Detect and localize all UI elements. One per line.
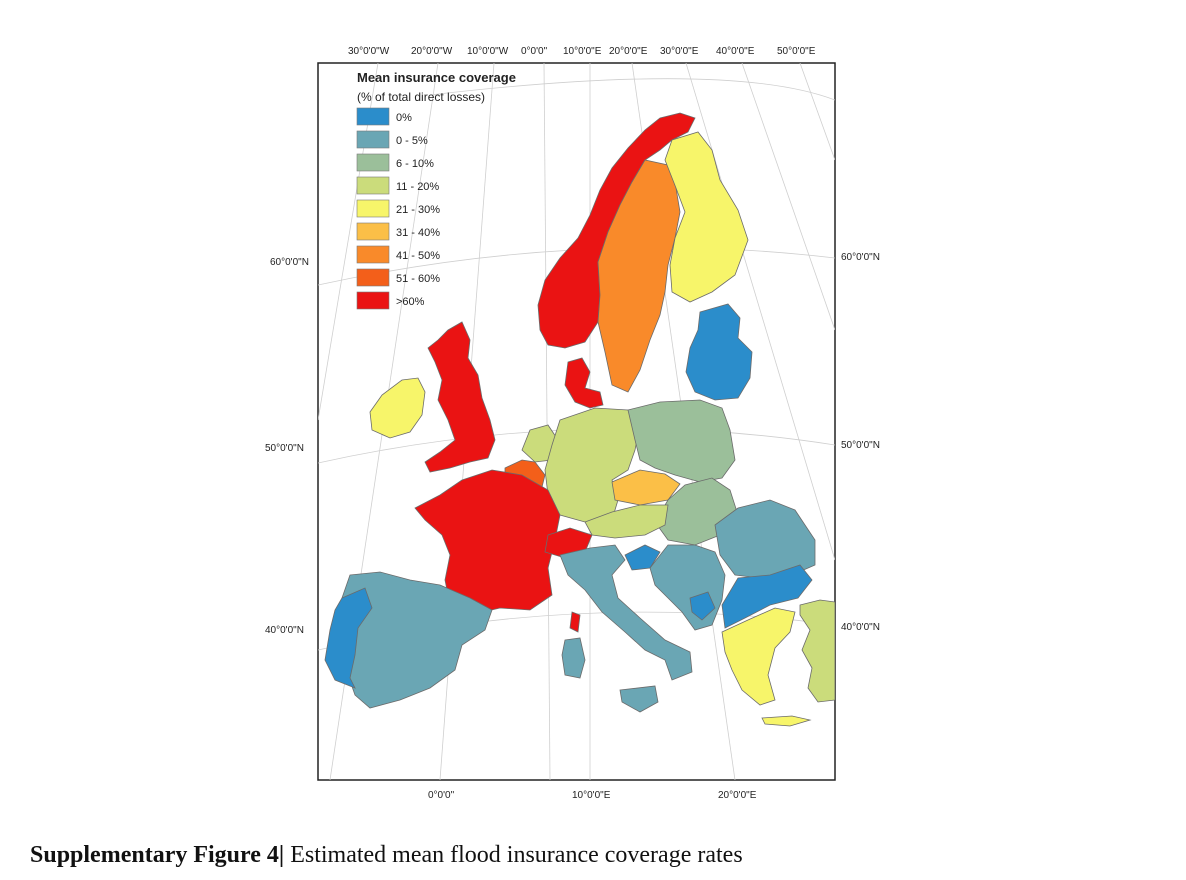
- parallel-70n: [429, 78, 835, 101]
- legend-swatch: [356, 199, 390, 218]
- region-czechia: [611, 469, 681, 506]
- legend-label: 41 - 50%: [396, 250, 440, 262]
- right-tick-40n: 40°0'0"N: [841, 622, 880, 633]
- bottom-tick-10e: 10°0'0"E: [572, 790, 611, 801]
- legend-item: 0%: [356, 107, 412, 126]
- region-austria: [584, 504, 669, 539]
- region-baltics: [685, 303, 753, 401]
- region-uk: [424, 321, 496, 473]
- legend-label: 11 - 20%: [396, 181, 439, 193]
- region-bosnia: [689, 591, 716, 621]
- countries: [324, 112, 835, 727]
- figure-caption: Supplementary Figure 4| Estimated mean f…: [30, 842, 743, 869]
- top-tick-30e: 30°0'0"E: [660, 46, 699, 57]
- top-tick-50e: 50°0'0"E: [777, 46, 816, 57]
- legend-label: >60%: [396, 296, 425, 308]
- legend-label: 0%: [396, 112, 412, 124]
- legend-swatch: [356, 130, 390, 149]
- legend-label: 31 - 40%: [396, 227, 440, 239]
- region-poland: [627, 399, 736, 483]
- region-italy: [559, 544, 693, 681]
- region-greece: [721, 607, 796, 706]
- left-tick-60n: 60°0'0"N: [270, 257, 309, 268]
- bottom-tick-20e: 20°0'0"E: [718, 790, 757, 801]
- legend-label: 51 - 60%: [396, 273, 440, 285]
- legend-item: 51 - 60%: [356, 268, 440, 287]
- legend-swatch: [356, 176, 390, 195]
- top-tick-20e: 20°0'0"E: [609, 46, 648, 57]
- region-turkey: [799, 599, 835, 703]
- region-portugal: [324, 587, 373, 689]
- legend-swatch: [356, 245, 390, 264]
- legend-subtitle: (% of total direct losses): [357, 90, 485, 104]
- legend-swatch: [356, 153, 390, 172]
- legend-item: >60%: [356, 291, 425, 310]
- meridian-0: [543, 63, 551, 780]
- left-tick-50n: 50°0'0"N: [265, 443, 304, 454]
- legend-item: 6 - 10%: [356, 153, 434, 172]
- left-tick-40n: 40°0'0"N: [265, 625, 304, 636]
- legend-swatch: [356, 222, 390, 241]
- region-sweden: [597, 159, 681, 393]
- region-slovenia: [624, 544, 661, 571]
- region-bulgaria: [721, 564, 813, 629]
- top-tick-0: 0°0'0": [521, 46, 548, 57]
- region-denmark: [564, 357, 604, 409]
- right-tick-50n: 50°0'0"N: [841, 440, 880, 451]
- region-sicily: [619, 685, 659, 713]
- left-latitude-ticks: 60°0'0"N 50°0'0"N 40°0'0"N: [265, 257, 309, 636]
- legend-swatch: [356, 268, 390, 287]
- caption-label: Supplementary Figure 4|: [30, 842, 285, 868]
- legend-swatch: [356, 291, 390, 310]
- region-crete: [761, 715, 812, 727]
- region-sardinia: [561, 637, 586, 679]
- top-tick-10e: 10°0'0"E: [563, 46, 602, 57]
- bottom-tick-0: 0°0'0": [428, 790, 455, 801]
- top-longitude-ticks: 30°0'0"W 20°0'0"W 10°0'0"W 0°0'0" 10°0'0…: [348, 46, 816, 57]
- legend-label: 0 - 5%: [396, 135, 428, 147]
- legend-label: 6 - 10%: [396, 158, 434, 170]
- right-latitude-ticks: 60°0'0"N 50°0'0"N 40°0'0"N: [841, 252, 880, 633]
- top-tick-30w: 30°0'0"W: [348, 46, 390, 57]
- right-tick-60n: 60°0'0"N: [841, 252, 880, 263]
- bottom-longitude-ticks: 0°0'0" 10°0'0"E 20°0'0"E: [428, 790, 757, 801]
- region-ireland: [369, 377, 426, 439]
- legend-swatch: [356, 107, 390, 126]
- legend-item: 21 - 30%: [356, 199, 440, 218]
- meridian-40e: [741, 63, 835, 331]
- region-romania: [714, 499, 816, 579]
- region-france: [414, 469, 561, 616]
- legend: Mean insurance coverage (% of total dire…: [356, 70, 516, 310]
- legend-label: 21 - 30%: [396, 204, 440, 216]
- meridian-50e: [799, 63, 835, 161]
- legend-title: Mean insurance coverage: [357, 70, 516, 85]
- legend-item: 31 - 40%: [356, 222, 440, 241]
- region-corsica: [569, 611, 581, 633]
- region-finland: [664, 131, 749, 303]
- top-tick-10w: 10°0'0"W: [467, 46, 509, 57]
- top-tick-40e: 40°0'0"E: [716, 46, 755, 57]
- legend-item: 0 - 5%: [356, 130, 428, 149]
- legend-item: 41 - 50%: [356, 245, 440, 264]
- top-tick-20w: 20°0'0"W: [411, 46, 453, 57]
- caption-text: Estimated mean flood insurance coverage …: [284, 842, 743, 868]
- legend-item: 11 - 20%: [356, 176, 439, 195]
- meridian-30e: [685, 63, 835, 561]
- flood-insurance-map-figure: 30°0'0"W 20°0'0"W 10°0'0"W 0°0'0" 10°0'0…: [265, 46, 880, 801]
